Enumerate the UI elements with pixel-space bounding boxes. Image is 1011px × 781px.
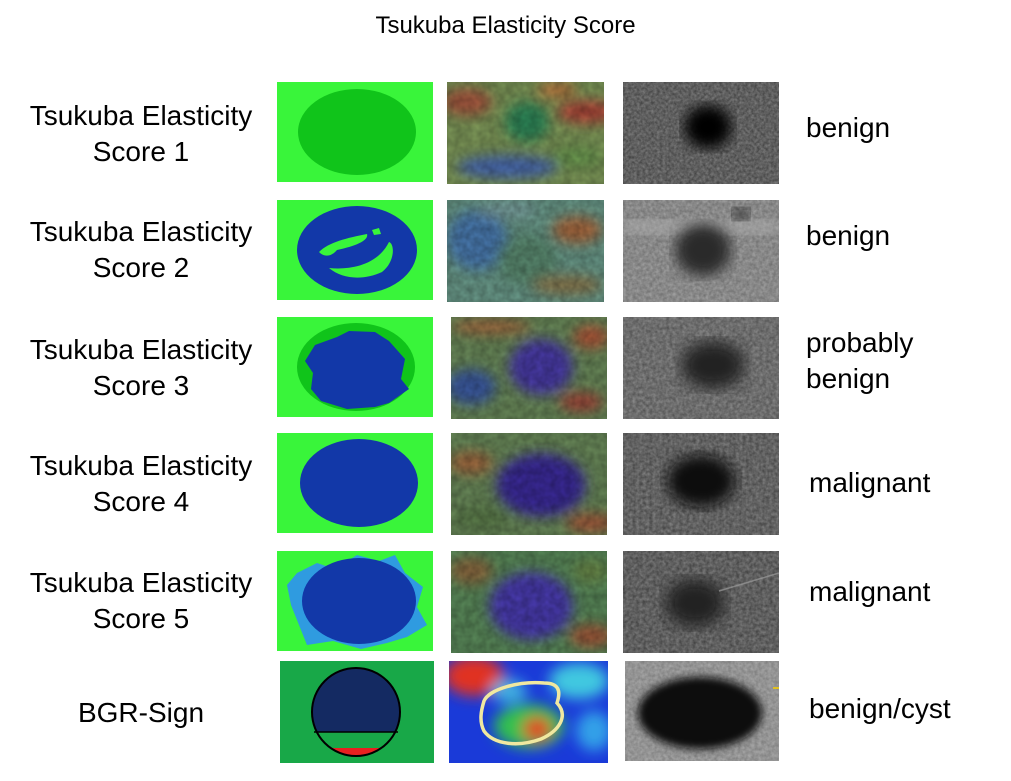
bmode-image-4 <box>623 433 779 535</box>
row-label-line2: Score 4 <box>92 486 190 517</box>
elastography-image-2 <box>447 200 604 302</box>
score-row-3: Tsukuba Elasticity Score 3 <box>0 315 1011 425</box>
outcome-label: benign/cyst <box>809 693 951 724</box>
row-label-line1: Tsukuba Elasticity <box>29 334 253 365</box>
bmode-image-2 <box>623 200 779 302</box>
bmode-image-1 <box>623 82 779 184</box>
schematic-score-4 <box>277 433 433 533</box>
elastography-image-bgr <box>449 661 608 763</box>
row-label-line1: Tsukuba Elasticity <box>29 100 253 131</box>
outcome-label: malignant <box>809 467 931 498</box>
elastography-image-4 <box>451 433 607 535</box>
bmode-image-3 <box>623 317 779 419</box>
schematic-bgr-sign <box>280 661 434 763</box>
score-row-5: Tsukuba Elasticity Score 5 <box>0 549 1011 659</box>
elastography-image-1 <box>447 82 604 184</box>
score-row-1: Tsukuba Elasticity Score 1 <box>0 80 1011 190</box>
schematic-score-5 <box>277 551 433 651</box>
outcome-label: benign <box>806 220 891 251</box>
score-row-2: Tsukuba Elasticity Score 2 <box>0 198 1011 308</box>
row-label-line1: Tsukuba Elasticity <box>29 450 253 481</box>
row-label: Tsukuba Elasticity Score 2 <box>10 214 272 286</box>
row-label: Tsukuba Elasticity Score 5 <box>10 565 272 637</box>
schematic-score-2 <box>277 200 433 300</box>
row-label: BGR-Sign <box>10 695 272 731</box>
bgr-sign-row: BGR-Sign <box>0 659 1011 769</box>
figure-title: Tsukuba Elasticity Score <box>375 12 636 39</box>
row-label-line2: Score 2 <box>92 252 190 283</box>
row-label: Tsukuba Elasticity Score 1 <box>10 98 272 170</box>
elastography-image-3 <box>451 317 607 419</box>
schematic-score-1 <box>277 82 433 182</box>
row-label-line2: Score 5 <box>92 603 190 634</box>
outcome-label-multiline: probably benign <box>806 325 1006 397</box>
schematic-score-3 <box>277 317 433 417</box>
outcome-label: benign <box>806 112 891 143</box>
outcome-line1: probably <box>806 327 914 358</box>
elastography-image-5 <box>451 551 607 653</box>
bmode-image-bgr <box>625 661 779 761</box>
score-row-4: Tsukuba Elasticity Score 4 <box>0 431 1011 541</box>
row-label-line1: Tsukuba Elasticity <box>29 216 253 247</box>
bmode-image-5 <box>623 551 779 653</box>
row-label-text: BGR-Sign <box>77 697 205 728</box>
row-label: Tsukuba Elasticity Score 3 <box>10 332 272 404</box>
outcome-line2: benign <box>806 363 891 394</box>
row-label-line1: Tsukuba Elasticity <box>29 567 253 598</box>
row-label-line2: Score 1 <box>92 136 190 167</box>
row-label: Tsukuba Elasticity Score 4 <box>10 448 272 520</box>
outcome-label: malignant <box>809 576 931 607</box>
row-label-line2: Score 3 <box>92 370 190 401</box>
